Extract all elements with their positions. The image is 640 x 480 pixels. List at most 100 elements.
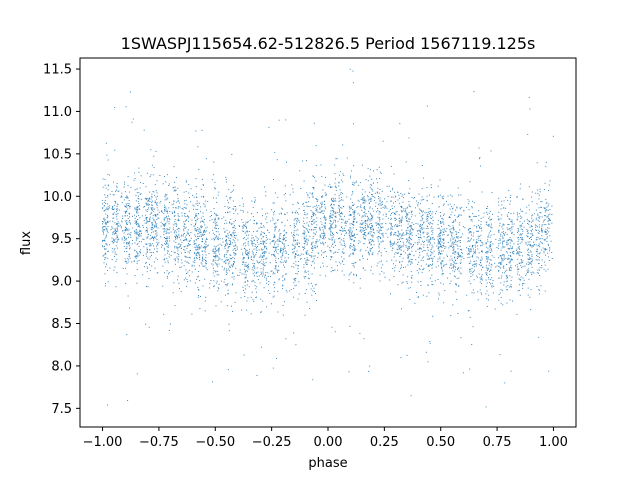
data-point	[500, 289, 502, 291]
data-point	[167, 252, 168, 254]
data-point	[231, 235, 233, 237]
data-point	[315, 198, 317, 199]
data-point	[158, 217, 160, 219]
data-point	[443, 228, 445, 230]
data-point	[431, 274, 433, 276]
data-point	[401, 217, 403, 219]
data-point	[401, 195, 403, 197]
data-point	[423, 221, 425, 223]
data-point	[419, 252, 421, 253]
data-point	[332, 234, 334, 236]
data-point	[160, 211, 162, 212]
data-point	[259, 256, 261, 258]
data-point	[295, 273, 297, 274]
data-point	[303, 243, 305, 245]
data-point	[391, 250, 393, 252]
data-point	[330, 216, 332, 218]
data-point	[501, 258, 503, 260]
data-point	[509, 286, 511, 288]
data-point	[375, 205, 377, 207]
data-point	[352, 204, 353, 206]
data-point	[226, 257, 228, 259]
data-point	[457, 254, 459, 256]
data-point	[109, 244, 111, 246]
data-point	[502, 224, 504, 226]
data-point	[163, 219, 165, 221]
data-point	[196, 200, 198, 202]
data-point	[225, 271, 227, 273]
data-point	[322, 262, 324, 264]
data-point	[517, 258, 519, 260]
data-point	[218, 249, 220, 251]
data-point	[359, 287, 361, 289]
data-point	[411, 210, 413, 212]
data-point	[213, 259, 215, 261]
data-point	[492, 280, 494, 281]
data-point	[331, 237, 333, 239]
data-point	[331, 217, 333, 219]
data-point	[342, 144, 344, 146]
data-point	[179, 267, 181, 268]
data-point	[173, 232, 175, 234]
data-point	[431, 252, 432, 254]
data-point	[175, 234, 177, 236]
data-point	[420, 259, 422, 261]
data-point	[332, 209, 334, 211]
data-point	[468, 249, 470, 251]
data-point	[365, 220, 367, 221]
data-point	[165, 244, 167, 245]
data-point	[353, 249, 355, 251]
data-point	[481, 251, 483, 253]
data-point	[528, 209, 530, 211]
data-point	[544, 290, 546, 292]
data-point	[393, 256, 395, 258]
data-point	[379, 280, 381, 282]
data-point	[531, 254, 533, 256]
data-point	[475, 246, 476, 248]
data-point	[276, 246, 278, 248]
data-point	[233, 226, 235, 228]
data-point	[520, 217, 522, 219]
data-point	[228, 237, 230, 239]
data-point	[205, 260, 207, 262]
data-point	[520, 233, 522, 235]
data-point	[317, 199, 319, 201]
data-point	[429, 277, 431, 279]
data-point	[200, 188, 202, 190]
data-point	[535, 225, 537, 227]
data-point	[352, 227, 354, 229]
data-point	[450, 280, 452, 282]
data-point	[443, 223, 445, 225]
data-point	[180, 252, 182, 254]
data-point	[477, 230, 479, 232]
data-point	[200, 262, 202, 264]
data-point	[481, 241, 483, 243]
data-point	[423, 246, 425, 248]
data-point	[303, 246, 305, 248]
data-point	[117, 225, 119, 227]
data-point	[200, 231, 202, 233]
data-point	[474, 263, 476, 265]
data-point	[154, 236, 156, 238]
data-point	[254, 197, 256, 199]
data-point	[322, 210, 324, 212]
data-point	[102, 226, 104, 227]
data-point	[218, 247, 220, 249]
data-point	[256, 230, 258, 232]
data-point	[180, 235, 182, 237]
data-point	[198, 169, 200, 170]
data-point	[491, 227, 493, 229]
data-point	[229, 242, 231, 244]
data-point	[370, 200, 372, 202]
data-point	[225, 236, 227, 238]
data-point	[321, 197, 323, 198]
data-point	[515, 250, 517, 251]
data-point	[242, 258, 244, 260]
data-point	[141, 215, 143, 217]
data-point	[351, 232, 353, 234]
data-point	[369, 248, 371, 250]
data-point	[426, 234, 428, 235]
data-point	[439, 241, 441, 243]
data-point	[251, 213, 253, 215]
data-point	[114, 149, 116, 151]
